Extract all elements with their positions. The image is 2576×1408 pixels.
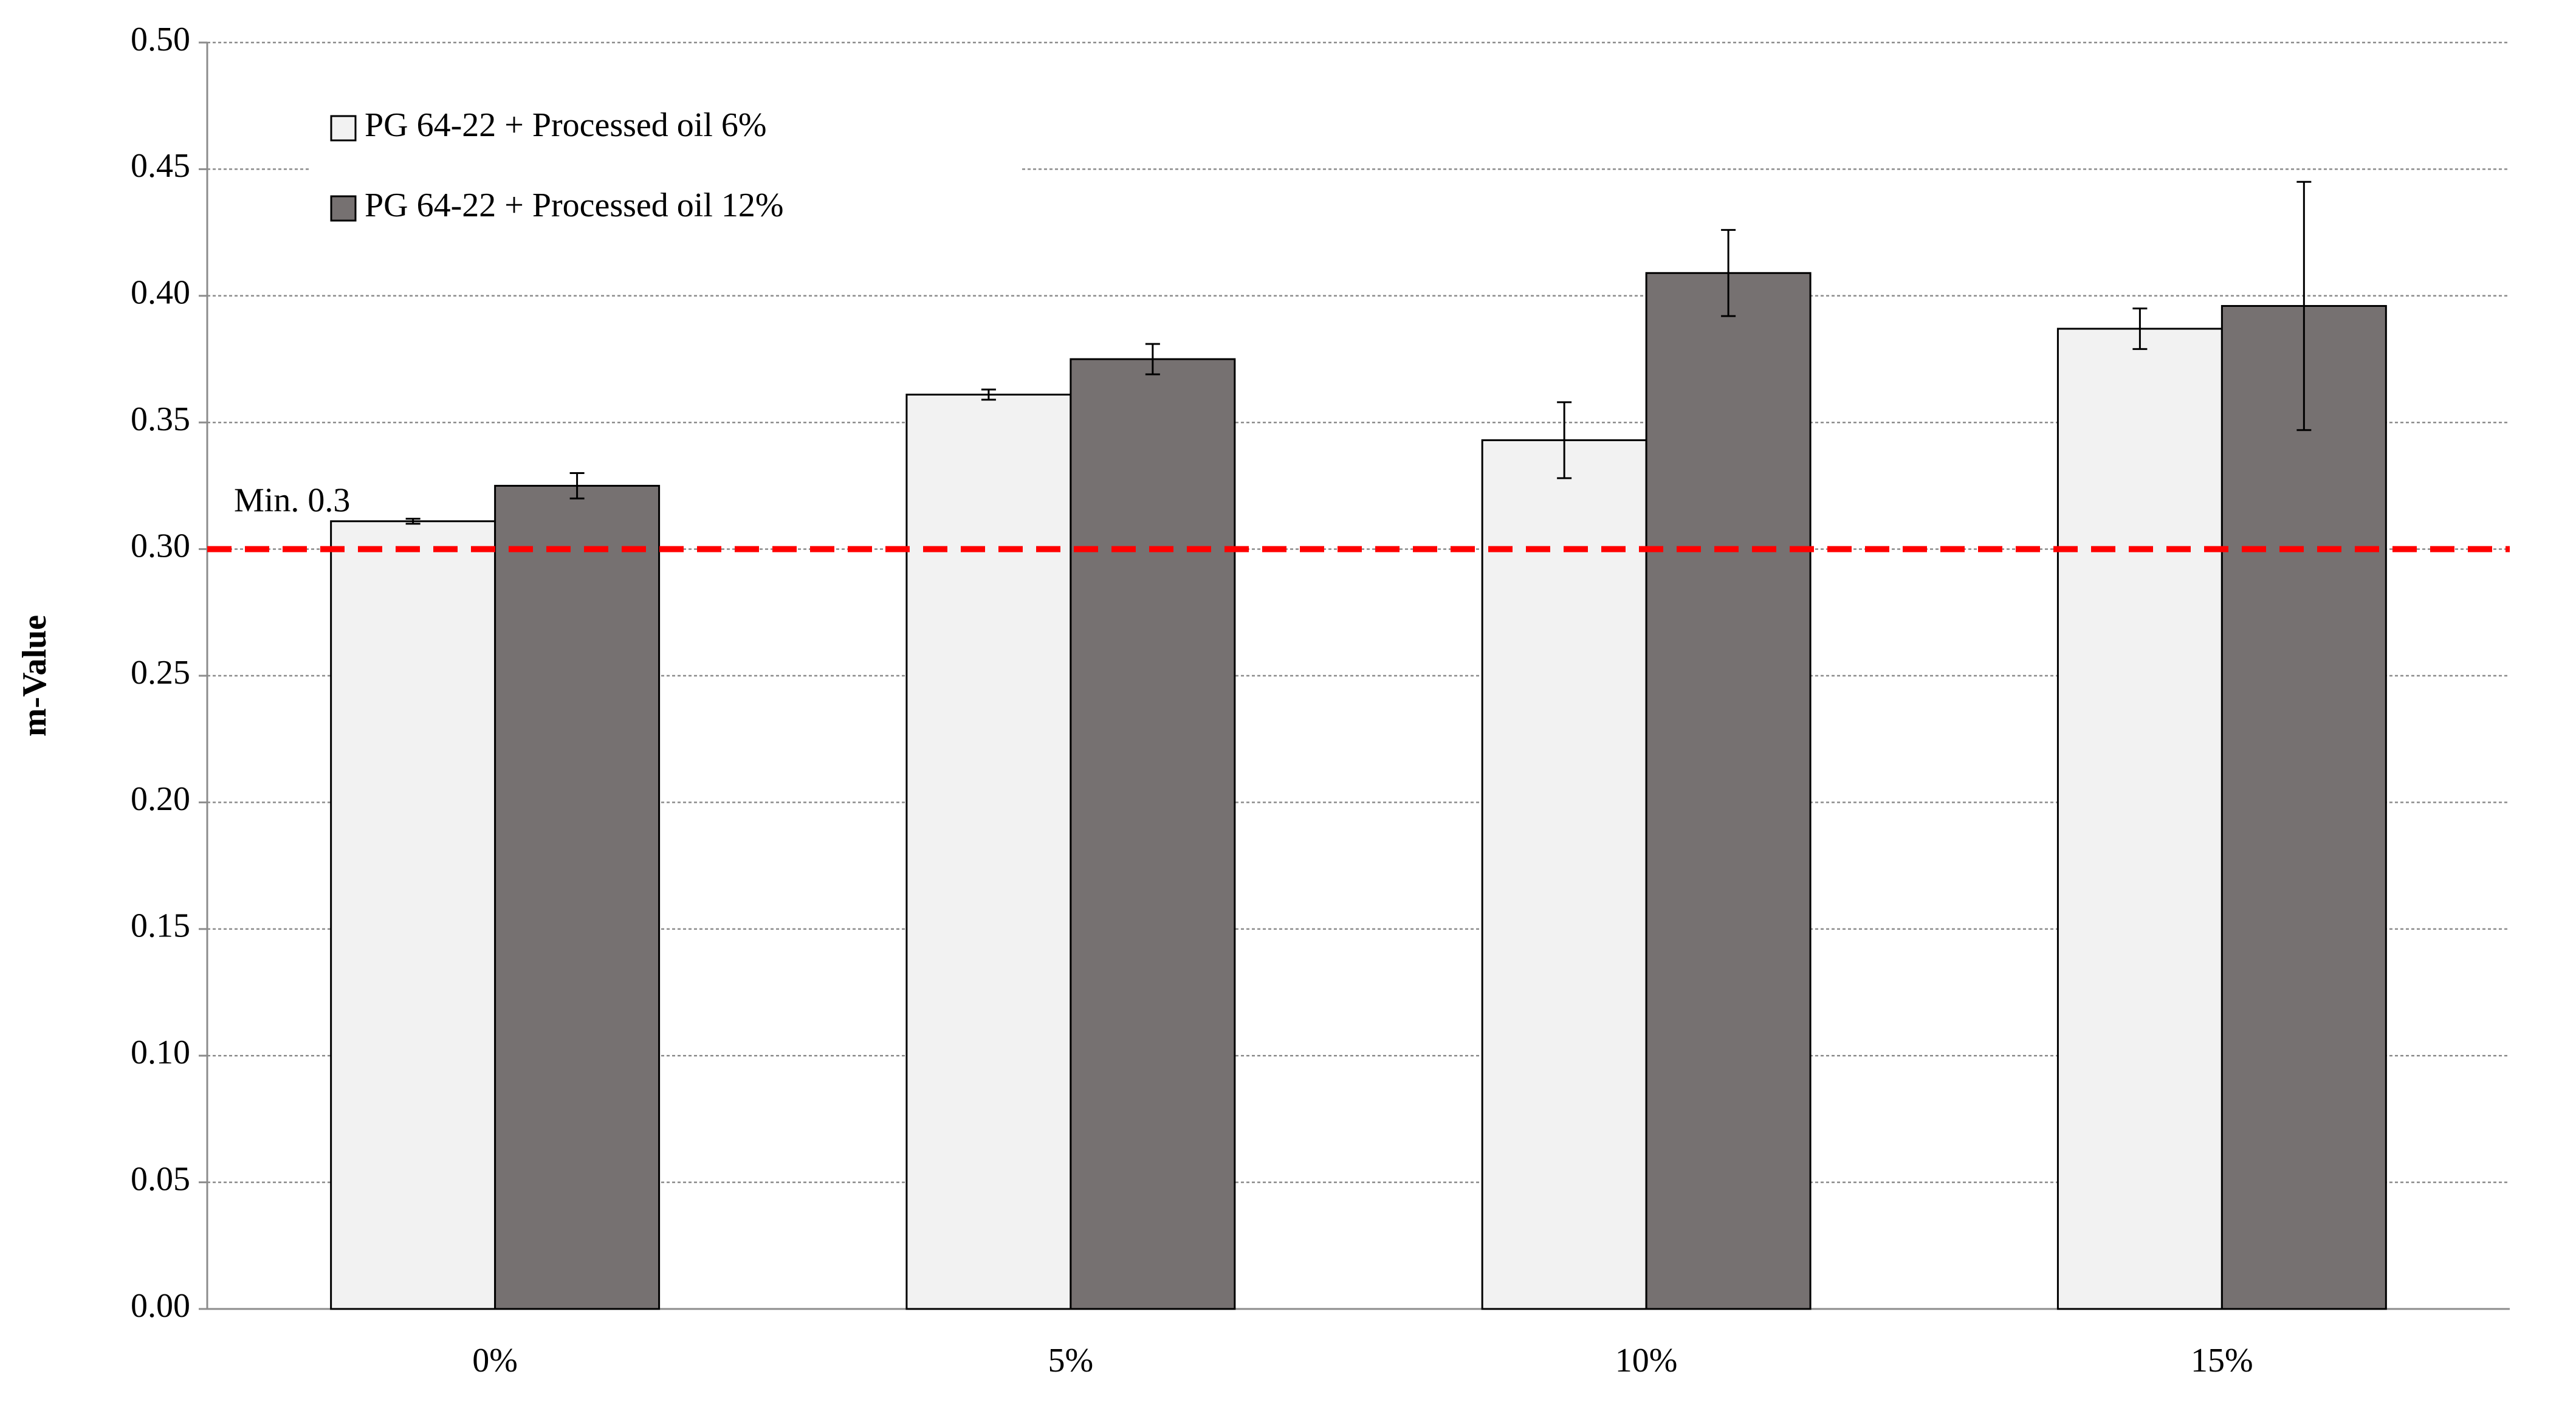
- error-bar: [1721, 228, 1736, 317]
- y-tick-label: 0.10: [131, 1034, 190, 1071]
- error-bar: [2296, 180, 2312, 431]
- y-tick-label: 0.35: [131, 400, 190, 438]
- y-tick-label: 0.25: [131, 654, 190, 692]
- legend-swatch: [330, 115, 357, 142]
- y-tick-label: 0.45: [131, 147, 190, 185]
- error-bar: [569, 472, 585, 500]
- x-tick-label: 15%: [2191, 1342, 2253, 1379]
- x-tick-label: 0%: [472, 1342, 518, 1379]
- y-tick-label: 0.30: [131, 527, 190, 565]
- error-bar: [981, 388, 996, 401]
- bar: [2221, 304, 2387, 1310]
- x-tick-label: 5%: [1048, 1342, 1094, 1379]
- bar: [1070, 358, 1236, 1310]
- y-tick-label: 0.40: [131, 274, 190, 312]
- legend-box: [310, 91, 1021, 249]
- bar: [1481, 439, 1647, 1310]
- error-bar: [1557, 401, 1572, 479]
- bar: [330, 520, 496, 1310]
- y-tick-label: 0.15: [131, 907, 190, 945]
- y-tick-label: 0.05: [131, 1160, 190, 1198]
- y-axis-label: m-Value: [16, 615, 53, 737]
- legend-swatch: [330, 195, 357, 222]
- x-tick-label: 10%: [1615, 1342, 1678, 1379]
- reference-label: Min. 0.3: [234, 481, 350, 519]
- y-tick-label: 0.50: [131, 21, 190, 58]
- error-bar: [1145, 343, 1160, 376]
- bar: [1645, 272, 1812, 1310]
- error-bar: [405, 518, 421, 525]
- legend-label: PG 64-22 + Processed oil 6%: [365, 106, 767, 144]
- legend-label: PG 64-22 + Processed oil 12%: [365, 187, 784, 224]
- bar: [494, 484, 661, 1310]
- bar: [2056, 328, 2223, 1310]
- bar: [905, 393, 1072, 1310]
- y-tick-label: 0.20: [131, 780, 190, 818]
- y-tick-label: 0.00: [131, 1287, 190, 1325]
- error-bar: [2132, 307, 2148, 350]
